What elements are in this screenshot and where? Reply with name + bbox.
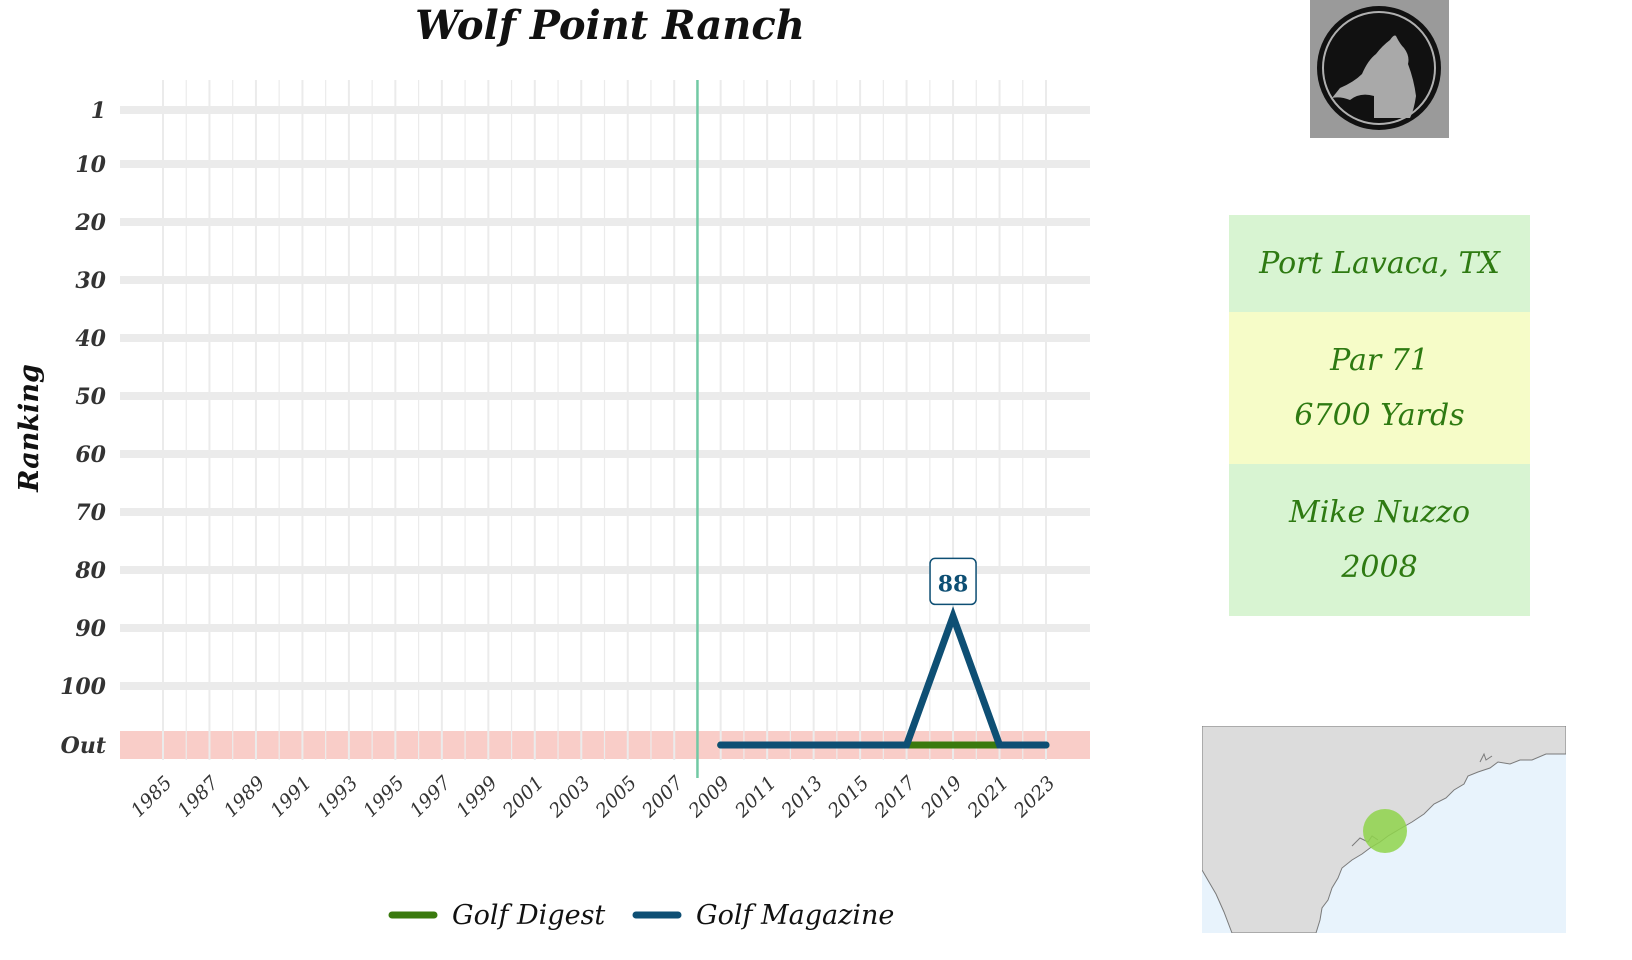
y-tick-label: 1	[91, 98, 106, 124]
x-tick-label: 1991	[266, 772, 316, 822]
y-axis-label: Ranking	[14, 364, 45, 493]
y-tick-label: 10	[75, 152, 106, 178]
x-tick-label: 2007	[637, 771, 688, 822]
y-tick-label: 100	[60, 674, 107, 700]
chart-title: Wolf Point Ranch	[415, 2, 805, 49]
y-tick-label: 70	[75, 500, 106, 526]
location-text: Port Lavaca, TX	[1259, 246, 1500, 281]
y-tick-label: 40	[75, 326, 106, 352]
x-tick-label: 2001	[498, 772, 548, 822]
location-cell: Port Lavaca, TX	[1229, 215, 1530, 312]
x-tick-label: 1999	[452, 772, 502, 822]
x-tick-label: 1989	[220, 772, 270, 822]
y-tick-label: 50	[75, 384, 106, 410]
x-tick-label: 2017	[870, 771, 921, 822]
x-tick-label: 1993	[313, 772, 363, 822]
yards-text: 6700 Yards	[1294, 398, 1465, 433]
x-tick-label: 2011	[730, 772, 780, 822]
architect-text: Mike Nuzzo	[1288, 495, 1471, 530]
x-tick-label: 2005	[591, 772, 641, 822]
data-label: 88	[938, 571, 969, 597]
x-tick-label: 2019	[916, 772, 966, 822]
year-opened-text: 2008	[1341, 550, 1418, 585]
legend-label: Golf Magazine	[696, 900, 894, 931]
par-yards-cell: Par 71 6700 Yards	[1229, 312, 1530, 464]
howling-wolf-icon	[1310, 0, 1449, 138]
y-tick-label: 60	[75, 442, 106, 468]
data-label-box	[929, 557, 977, 606]
x-tick-label: 2003	[544, 772, 594, 822]
y-tick-label: 90	[75, 616, 106, 642]
location-map	[1202, 726, 1566, 933]
y-tick-label: 30	[75, 268, 106, 294]
x-tick-label: 2015	[823, 772, 873, 822]
x-tick-label: 2021	[963, 772, 1013, 822]
course-logo	[1310, 0, 1449, 138]
course-info-box: Port Lavaca, TX Par 71 6700 Yards Mike N…	[1229, 215, 1530, 616]
texas-coast-map	[1202, 726, 1566, 933]
series-line	[717, 606, 1050, 749]
architect-cell: Mike Nuzzo 2008	[1229, 464, 1530, 616]
x-tick-label: 1985	[127, 772, 177, 822]
x-tick-label: 2013	[777, 772, 827, 822]
par-text: Par 71	[1330, 343, 1429, 378]
x-tick-label: 2023	[1009, 772, 1059, 822]
x-tick-label: 1995	[359, 772, 409, 822]
legend-label: Golf Digest	[452, 900, 605, 931]
y-tick-label: 20	[74, 210, 106, 236]
x-tick-label: 1987	[173, 771, 223, 821]
y-tick-label: 80	[74, 558, 106, 584]
course-location-marker	[1363, 809, 1407, 853]
x-tick-label: 1997	[406, 771, 456, 821]
y-tick-label: Out	[61, 733, 106, 759]
ranking-chart: 1102030405060708090100Out198519871989199…	[14, 80, 1090, 931]
x-tick-label: 2009	[684, 772, 734, 822]
